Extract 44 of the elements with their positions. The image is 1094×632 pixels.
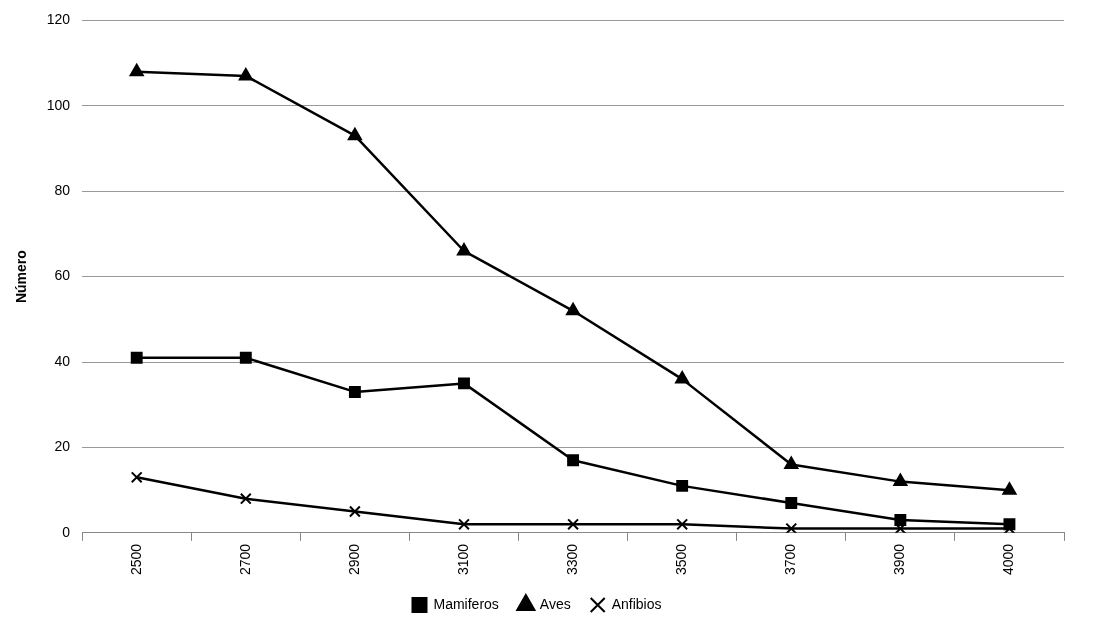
point	[784, 456, 799, 470]
point	[566, 302, 581, 316]
point	[130, 351, 143, 364]
legend-label: Anfibios	[611, 595, 662, 612]
x-tick-label: 3500	[673, 543, 690, 576]
y-axis-title: Número	[13, 250, 30, 304]
y-tick-label: 40	[54, 352, 71, 369]
point	[676, 479, 689, 492]
x-tick-label: 2900	[345, 543, 362, 576]
x-tick-label: 2500	[127, 543, 144, 576]
y-tick-label: 100	[46, 96, 71, 113]
point	[130, 471, 143, 484]
point	[458, 518, 470, 531]
x-tick-label: 3700	[782, 543, 799, 576]
point	[458, 377, 470, 390]
point	[348, 505, 361, 518]
point	[567, 454, 580, 467]
x-tick-label: 3300	[563, 543, 580, 576]
y-tick-label: 60	[54, 267, 71, 284]
point	[567, 518, 580, 531]
point	[893, 473, 908, 487]
point	[456, 243, 472, 256]
point	[239, 351, 252, 364]
legend-label: Mamiferos	[433, 595, 499, 612]
point	[239, 492, 252, 505]
y-tick-label: 120	[46, 11, 71, 28]
point	[347, 127, 362, 141]
x-tick-label: 3900	[891, 543, 908, 576]
point	[675, 371, 690, 384]
point	[676, 518, 689, 531]
x-tick-label: 3100	[454, 543, 471, 576]
legend-label: Aves	[539, 595, 571, 612]
point	[1002, 482, 1017, 495]
point	[129, 63, 144, 77]
point	[238, 67, 253, 81]
point	[894, 514, 907, 526]
y-tick-label: 0	[62, 523, 71, 540]
y-tick-label: 80	[54, 182, 71, 199]
point	[348, 385, 361, 398]
y-tick-label: 20	[54, 438, 71, 455]
x-tick-label: 2700	[236, 543, 253, 576]
x-tick-label: 4000	[1000, 543, 1017, 576]
point	[785, 522, 798, 533]
point	[785, 497, 798, 509]
